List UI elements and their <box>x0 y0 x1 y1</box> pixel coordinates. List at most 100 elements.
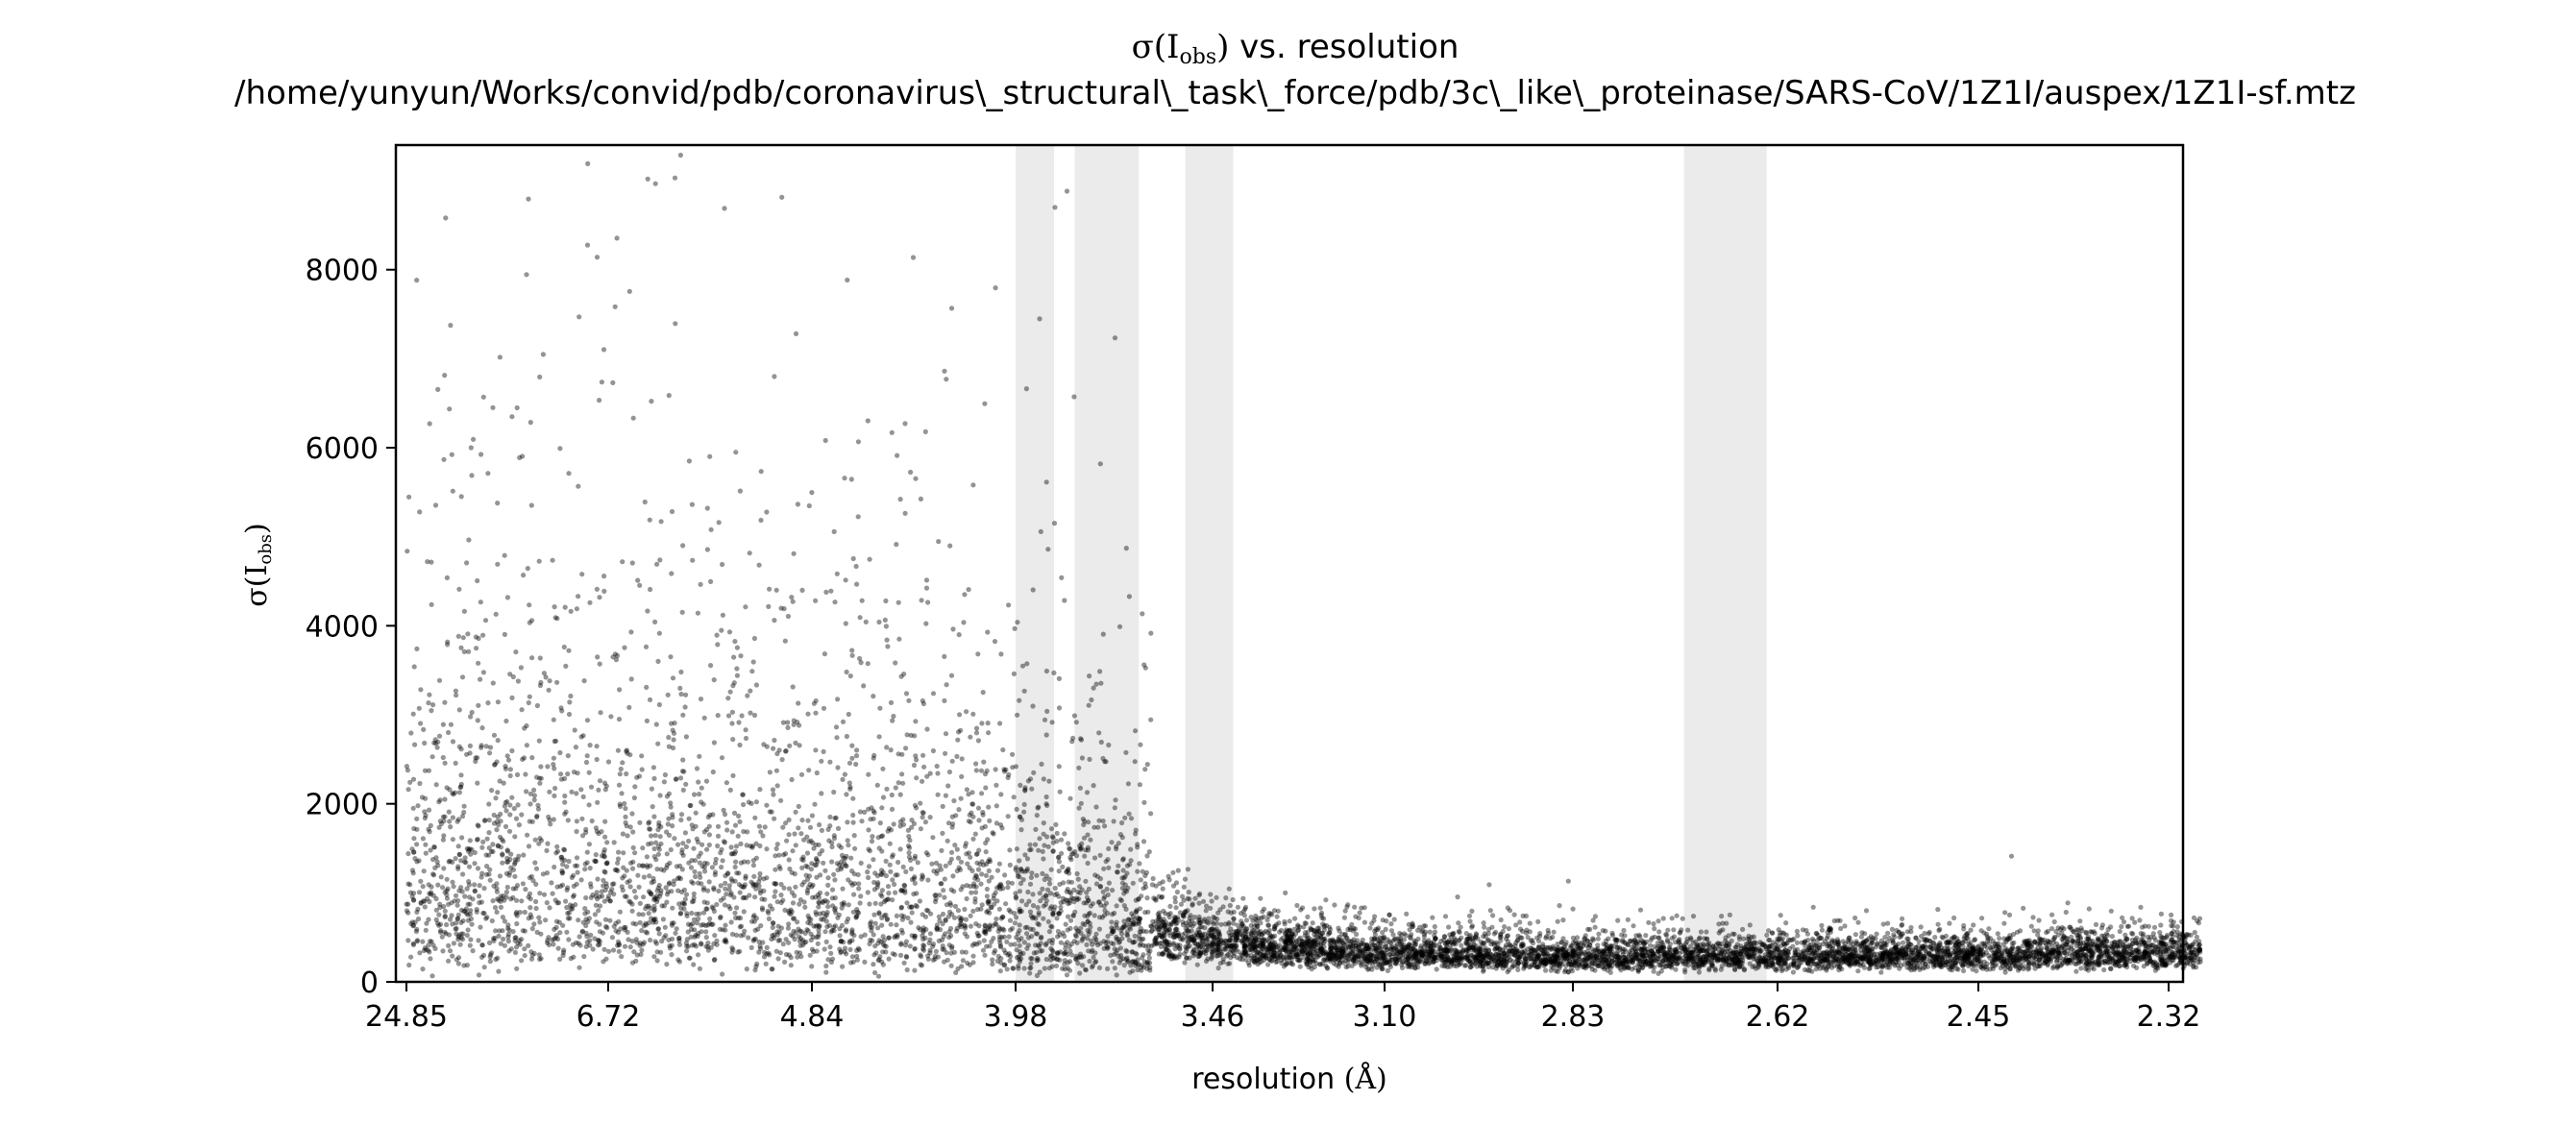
scatter-point <box>475 755 480 761</box>
scatter-point <box>968 913 973 918</box>
scatter-point <box>564 864 570 869</box>
scatter-point <box>819 791 824 796</box>
scatter-point <box>1682 966 1688 972</box>
scatter-point <box>731 654 737 660</box>
scatter-point <box>2077 940 2083 945</box>
scatter-point <box>1502 924 1508 930</box>
scatter-point <box>986 804 992 810</box>
scatter-point <box>1185 934 1190 940</box>
scatter-point <box>694 766 700 771</box>
scatter-point <box>879 833 886 839</box>
scatter-point <box>2002 910 2008 916</box>
scatter-point <box>1579 951 1584 957</box>
scatter-point <box>785 724 791 731</box>
scatter-point <box>1231 920 1237 926</box>
scatter-point <box>749 669 755 674</box>
scatter-point <box>887 862 893 868</box>
scatter-point <box>1057 789 1063 795</box>
scatter-point <box>801 837 807 843</box>
scatter-point <box>1041 820 1046 826</box>
scatter-point <box>428 956 433 962</box>
scatter-point <box>1043 801 1049 807</box>
scatter-point <box>496 968 502 974</box>
scatter-point <box>627 752 633 758</box>
scatter-point <box>986 898 992 904</box>
scatter-point <box>1214 926 1219 932</box>
scatter-point <box>2113 959 2119 965</box>
scatter-point <box>601 883 606 889</box>
scatter-point <box>1132 759 1138 765</box>
scatter-point <box>705 888 711 893</box>
scatter-point <box>2071 940 2076 945</box>
scatter-point <box>408 730 414 736</box>
scatter-point <box>1205 942 1211 949</box>
scatter-point <box>615 856 622 862</box>
scatter-point <box>685 929 691 935</box>
scatter-point <box>2098 954 2103 960</box>
scatter-point <box>698 581 703 587</box>
scatter-point <box>1259 945 1264 952</box>
scatter-point <box>1133 897 1139 903</box>
scatter-point <box>420 884 426 890</box>
scatter-point <box>1613 937 1619 942</box>
scatter-point <box>1125 959 1131 965</box>
scatter-point <box>1141 662 1147 668</box>
scatter-point <box>552 793 557 799</box>
scatter-point <box>934 763 940 770</box>
scatter-point <box>2150 931 2156 937</box>
scatter-point <box>472 889 478 894</box>
scatter-point <box>1478 959 1484 965</box>
scatter-point <box>1035 931 1041 937</box>
scatter-point <box>1553 955 1558 961</box>
scatter-point <box>764 944 770 951</box>
scatter-point <box>1083 878 1089 884</box>
scatter-point <box>1462 955 1468 961</box>
scatter-point <box>819 827 825 834</box>
scatter-point <box>1712 966 1718 971</box>
scatter-point <box>1632 949 1638 955</box>
scatter-point <box>1455 894 1460 900</box>
scatter-point <box>944 950 949 956</box>
scatter-point <box>1087 928 1092 935</box>
scatter-point <box>577 934 582 940</box>
scatter-point <box>418 687 424 693</box>
scatter-point <box>737 819 743 825</box>
scatter-point <box>1732 966 1738 973</box>
scatter-point <box>1314 951 1320 957</box>
scatter-point <box>2117 928 2122 935</box>
scatter-point <box>1436 946 1442 952</box>
scatter-point <box>1930 962 1937 967</box>
scatter-point <box>1204 903 1210 909</box>
scatter-point <box>1060 966 1066 971</box>
scatter-point <box>1916 939 1922 944</box>
scatter-point <box>1830 945 1836 952</box>
scatter-point <box>2033 956 2039 962</box>
scatter-point <box>1241 941 1247 947</box>
scatter-point <box>1497 945 1503 952</box>
scatter-point <box>883 943 889 949</box>
scatter-point <box>757 870 763 877</box>
scatter-point <box>711 908 718 915</box>
scatter-point <box>1029 870 1035 876</box>
scatter-point <box>948 849 955 855</box>
scatter-point <box>1894 947 1900 953</box>
scatter-point <box>1069 739 1075 745</box>
scatter-point <box>1248 922 1254 929</box>
scatter-point <box>490 898 496 904</box>
scatter-point <box>1116 863 1121 868</box>
scatter-point <box>2084 936 2090 942</box>
scatter-point <box>997 968 1003 974</box>
scatter-point <box>485 700 491 706</box>
scatter-point <box>718 850 724 856</box>
scatter-point <box>1242 949 1249 955</box>
scatter-point <box>741 909 747 915</box>
scatter-point <box>1806 947 1812 953</box>
scatter-point <box>834 735 840 741</box>
scatter-point <box>1693 962 1699 967</box>
scatter-point <box>1249 941 1255 946</box>
scatter-point <box>2104 943 2110 949</box>
scatter-point <box>2025 956 2032 962</box>
scatter-point <box>902 510 908 516</box>
scatter-point <box>507 812 513 818</box>
scatter-point <box>641 874 648 880</box>
